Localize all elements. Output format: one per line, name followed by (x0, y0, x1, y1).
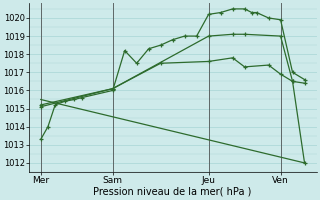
X-axis label: Pression niveau de la mer( hPa ): Pression niveau de la mer( hPa ) (93, 187, 252, 197)
